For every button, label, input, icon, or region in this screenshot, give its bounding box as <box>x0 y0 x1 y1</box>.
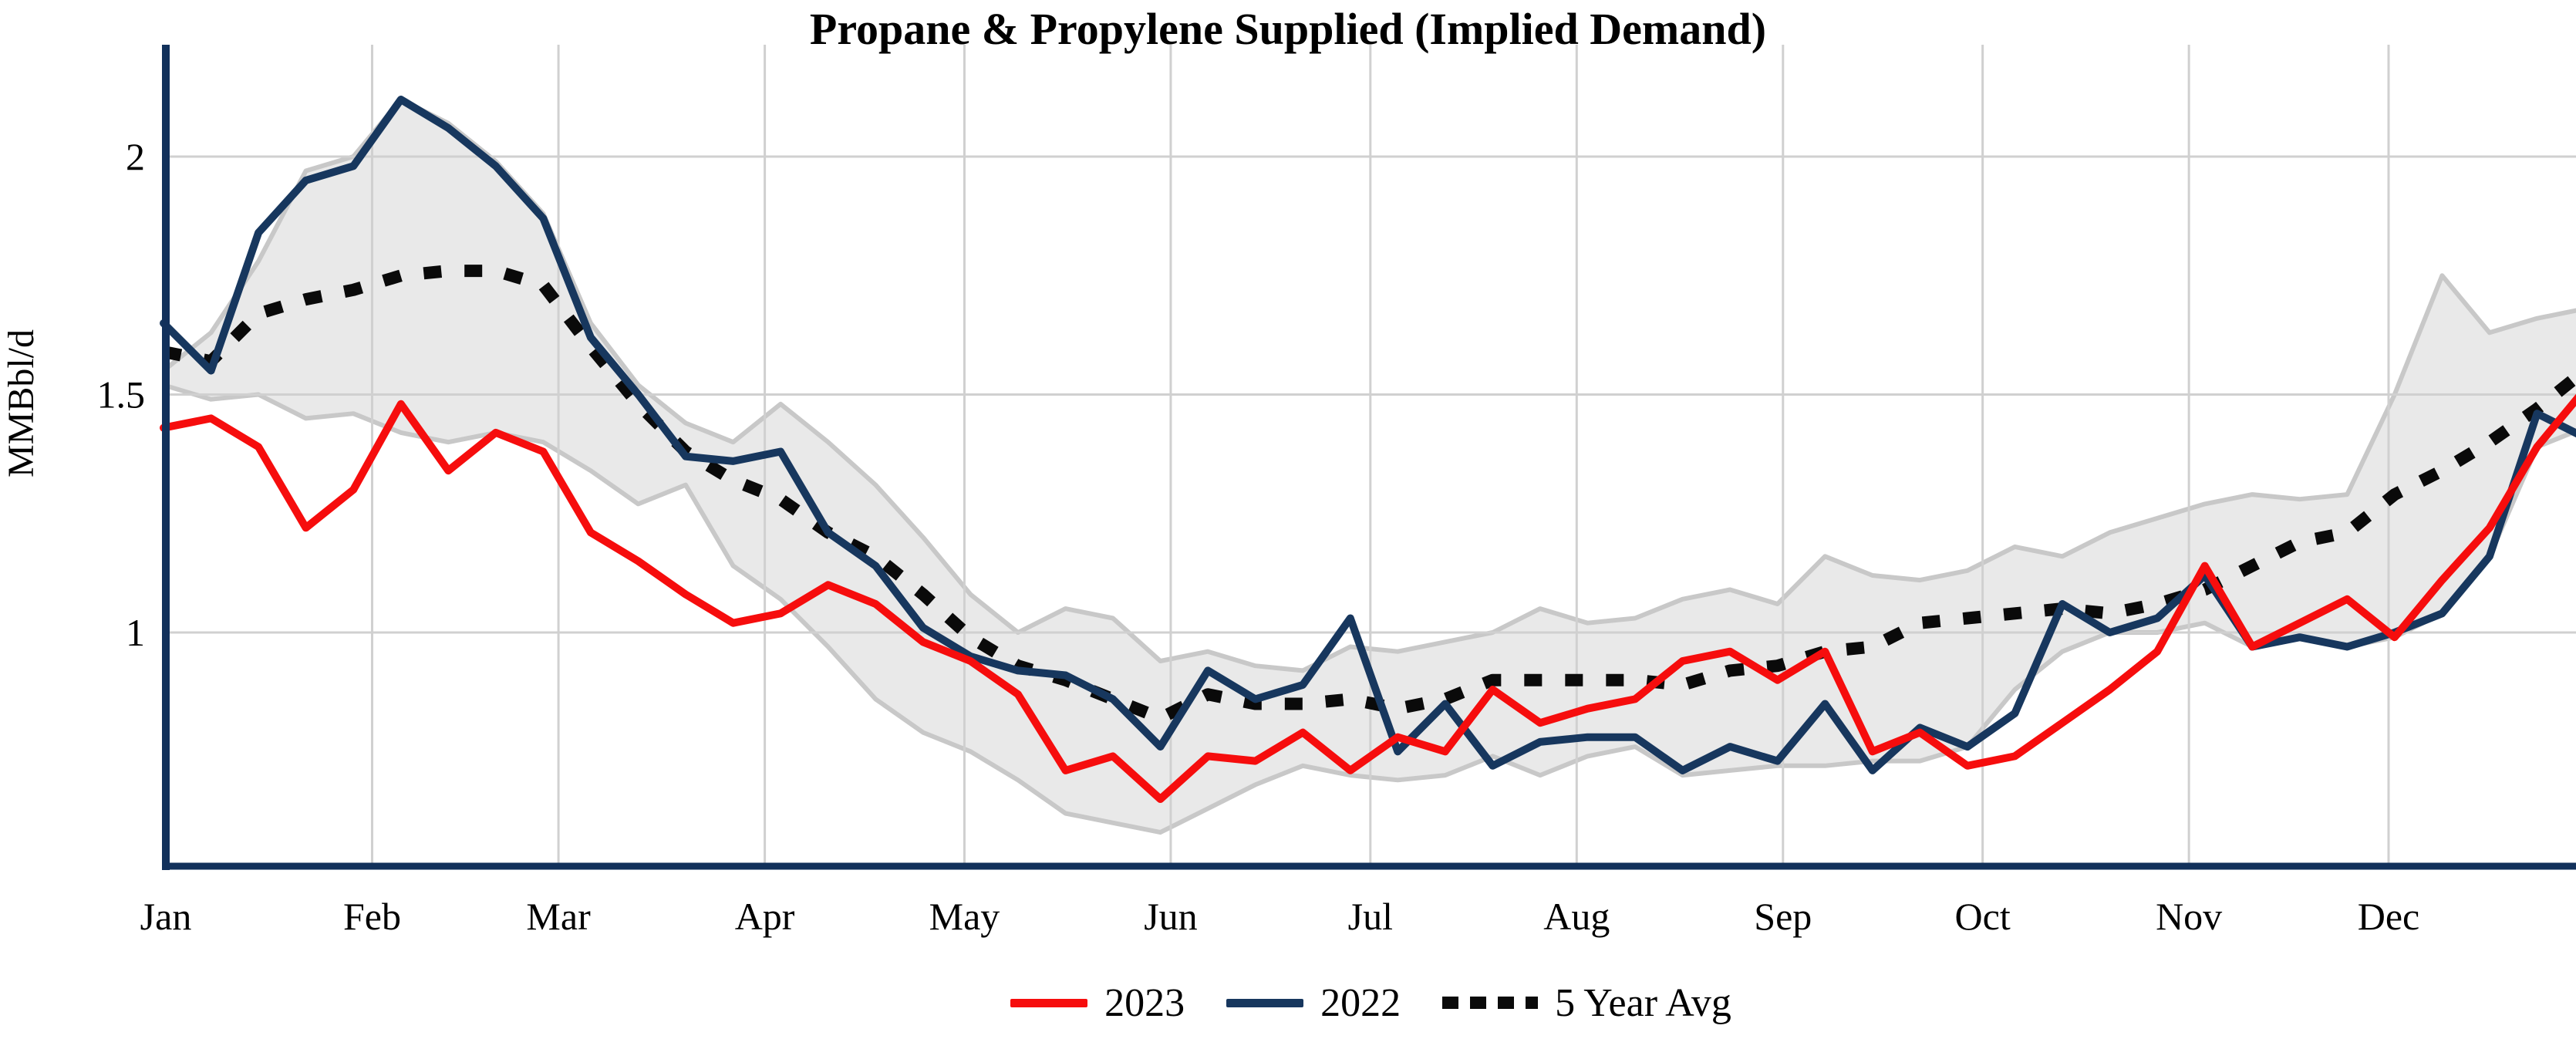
legend-swatch-5yr-avg-dotted <box>1442 997 1539 1009</box>
x-tick-label-sep: Sep <box>1754 895 1812 938</box>
y-tick-label-2: 2 <box>126 135 145 178</box>
x-tick-label-feb: Feb <box>343 895 401 938</box>
legend-item-2022: 2022 <box>1226 980 1401 1026</box>
x-tick-label-apr: Apr <box>735 895 795 938</box>
legend: 2023 2022 5 Year Avg <box>166 973 2576 1032</box>
y-tick-label-1.5: 1.5 <box>97 373 146 417</box>
x-tick-label-aug: Aug <box>1543 895 1610 938</box>
x-tick-label-jul: Jul <box>1348 895 1393 938</box>
x-tick-label-dec: Dec <box>2358 895 2420 938</box>
legend-item-5yr-avg: 5 Year Avg <box>1442 980 1731 1026</box>
legend-label-2023: 2023 <box>1104 980 1185 1025</box>
x-tick-label-may: May <box>929 895 1000 938</box>
legend-swatch-2022 <box>1226 998 1304 1007</box>
y-tick-label-1: 1 <box>126 611 145 654</box>
legend-label-2022: 2022 <box>1320 980 1401 1025</box>
legend-label-5yr-avg: 5 Year Avg <box>1555 980 1731 1025</box>
series-2023-line <box>160 393 2576 803</box>
x-tick-label-oct: Oct <box>1955 895 2011 938</box>
x-tick-label-nov: Nov <box>2156 895 2222 938</box>
x-tick-label-mar: Mar <box>526 895 591 938</box>
five-year-range-lower-edge <box>163 383 2576 835</box>
chart-title: Propane & Propylene Supplied (Implied De… <box>809 4 1767 54</box>
legend-swatch-2023 <box>1010 998 1088 1007</box>
series-2022-line <box>160 96 2576 774</box>
x-tick-label-jan: Jan <box>140 895 192 938</box>
five-year-range-band <box>164 100 2576 833</box>
legend-item-2023: 2023 <box>1010 980 1185 1026</box>
x-tick-label-jun: Jun <box>1144 895 1197 938</box>
